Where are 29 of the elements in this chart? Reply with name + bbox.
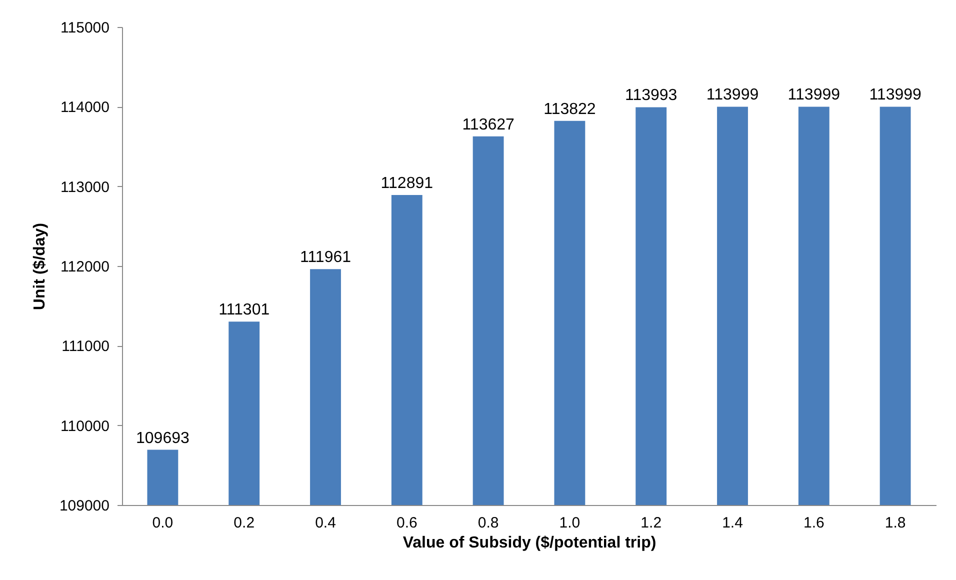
data-label: 113999 bbox=[788, 86, 840, 104]
data-label: 111301 bbox=[218, 302, 270, 319]
data-label: 113822 bbox=[544, 100, 596, 118]
y-tick-label: 115000 bbox=[60, 20, 110, 36]
x-tick-label: 1.2 bbox=[640, 514, 662, 532]
data-label: 113627 bbox=[462, 116, 515, 134]
x-axis-title: Value of Subsidy ($/potential trip) bbox=[402, 534, 656, 552]
y-tick-label: 109000 bbox=[59, 498, 110, 514]
x-tick-label: 0.6 bbox=[396, 514, 418, 532]
y-tick-label: 114000 bbox=[60, 99, 110, 116]
y-tick-label: 110000 bbox=[60, 418, 110, 435]
x-tick-label: 1.8 bbox=[884, 514, 906, 532]
x-tick-label: 0.4 bbox=[315, 514, 336, 532]
data-label: 113993 bbox=[625, 87, 678, 104]
y-tick-label: 112000 bbox=[60, 258, 110, 276]
y-tick-label: 113000 bbox=[60, 178, 110, 196]
data-label: 113999 bbox=[869, 86, 922, 104]
x-tick-label: 0.8 bbox=[478, 514, 499, 532]
y-axis-title: Unit ($/day) bbox=[31, 222, 48, 310]
data-label: 112891 bbox=[380, 175, 434, 192]
x-tick-label: 1.6 bbox=[803, 514, 824, 532]
data-label: 111961 bbox=[300, 249, 352, 266]
x-tick-label: 1.4 bbox=[722, 514, 743, 532]
x-tick-label: 0.2 bbox=[234, 514, 255, 532]
x-tick-label: 1.0 bbox=[559, 514, 580, 532]
y-tick-label: 111000 bbox=[62, 338, 110, 356]
data-label: 109693 bbox=[136, 430, 190, 447]
data-label: 113999 bbox=[706, 86, 759, 104]
x-tick-label: 0.0 bbox=[152, 514, 174, 532]
